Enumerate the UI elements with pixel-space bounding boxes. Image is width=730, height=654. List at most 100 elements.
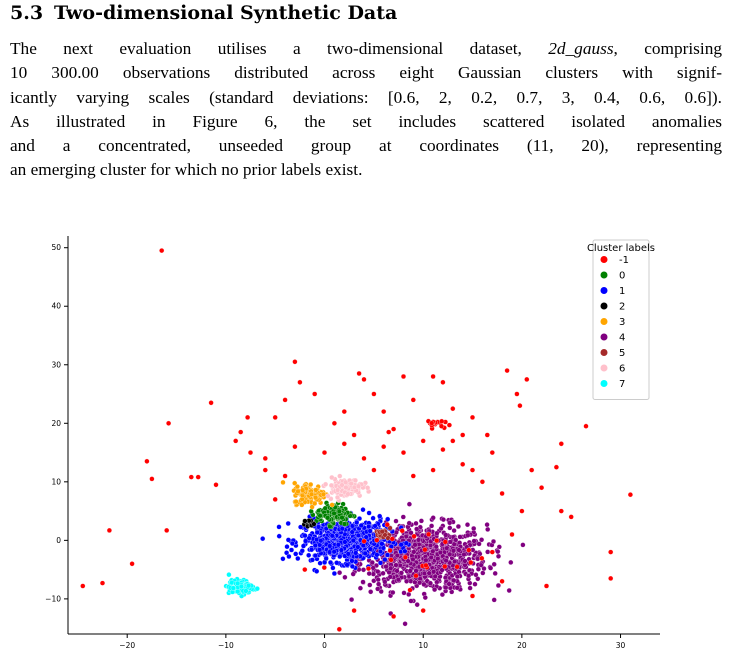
point-cluster-4 xyxy=(488,565,494,571)
point-anomaly xyxy=(402,554,408,560)
legend-marker xyxy=(600,349,608,356)
point-cluster-3 xyxy=(313,487,319,493)
point-anomaly xyxy=(440,447,446,453)
x-tick-label: 30 xyxy=(616,641,626,650)
point-cluster-4 xyxy=(495,582,501,589)
point-anomaly xyxy=(262,467,268,473)
point-cluster-4 xyxy=(452,558,458,565)
point-cluster-1 xyxy=(372,523,378,529)
point-anomaly xyxy=(410,473,416,479)
point-cluster-7 xyxy=(238,583,244,590)
point-anomaly xyxy=(420,438,426,444)
point-cluster-3 xyxy=(329,502,335,508)
point-cluster-3 xyxy=(312,500,318,506)
point-cluster-4 xyxy=(490,538,497,545)
point-cluster-4 xyxy=(443,585,449,591)
point-cluster-6 xyxy=(329,474,335,481)
point-anomaly xyxy=(262,455,268,461)
point-cluster-4 xyxy=(481,566,487,572)
point-cluster-4 xyxy=(465,532,471,538)
point-cluster-1 xyxy=(334,560,340,566)
paragraph-text: an emerging cluster for which no prior l… xyxy=(10,160,363,180)
point-cluster-4 xyxy=(485,549,491,555)
point-anomaly xyxy=(365,566,372,572)
point-cluster-4 xyxy=(337,570,343,576)
legend-label: 7 xyxy=(619,379,625,390)
point-cluster-0 xyxy=(322,505,328,511)
point-cluster-1 xyxy=(349,563,355,569)
point-cluster-4 xyxy=(432,573,438,579)
point-cluster-1 xyxy=(309,547,315,553)
point-cluster-1 xyxy=(280,556,286,562)
point-anomaly xyxy=(336,626,342,632)
point-anomaly xyxy=(543,583,550,589)
point-cluster-1 xyxy=(362,550,368,556)
point-anomaly xyxy=(627,492,633,498)
point-cluster-0 xyxy=(331,510,337,516)
point-cluster-1 xyxy=(289,540,295,547)
point-cluster-6 xyxy=(365,485,371,491)
point-cluster-1 xyxy=(276,533,282,539)
point-cluster-0 xyxy=(339,515,345,521)
point-cluster-4 xyxy=(439,567,445,573)
point-anomaly xyxy=(99,580,106,586)
point-cluster-1 xyxy=(402,548,408,554)
y-tick-label: 10 xyxy=(51,477,61,486)
point-cluster-4 xyxy=(466,573,472,579)
point-cluster-1 xyxy=(329,533,335,539)
point-cluster-4 xyxy=(360,567,367,573)
point-cluster-1 xyxy=(398,542,404,548)
point-cluster-4 xyxy=(476,541,482,547)
point-anomaly xyxy=(558,508,564,514)
point-anomaly xyxy=(351,608,357,614)
legend-label: -1 xyxy=(619,255,629,266)
point-cluster-4 xyxy=(491,597,497,603)
section-title: Two-dimensional Synthetic Data xyxy=(54,2,398,24)
point-cluster-0 xyxy=(317,513,323,519)
point-cluster-4 xyxy=(457,534,463,540)
point-cluster-4 xyxy=(492,570,498,576)
point-cluster-4 xyxy=(421,581,427,587)
point-anomaly xyxy=(410,397,416,403)
point-anomaly xyxy=(468,559,474,566)
point-anomaly xyxy=(238,429,244,435)
point-cluster-4 xyxy=(378,588,384,595)
point-cluster-1 xyxy=(350,537,356,544)
point-anomaly xyxy=(504,368,510,374)
point-cluster-4 xyxy=(367,582,373,588)
point-cluster-4 xyxy=(450,548,457,554)
point-cluster-4 xyxy=(394,552,400,559)
point-anomaly xyxy=(460,461,466,467)
point-cluster-1 xyxy=(349,558,355,564)
point-anomaly xyxy=(282,473,288,479)
point-cluster-1 xyxy=(354,519,360,526)
y-tick-label: −10 xyxy=(45,594,61,603)
point-anomaly xyxy=(80,583,86,589)
point-anomaly xyxy=(608,549,614,555)
point-cluster-7 xyxy=(230,585,236,591)
point-cluster-1 xyxy=(384,552,391,558)
point-cluster-1 xyxy=(330,565,336,571)
point-cluster-4 xyxy=(407,568,413,574)
point-cluster-1 xyxy=(309,557,315,563)
point-cluster-1 xyxy=(377,548,384,555)
legend-title: Cluster labels xyxy=(587,243,655,254)
point-cluster-1 xyxy=(379,541,385,547)
legend-marker xyxy=(600,364,608,372)
point-anomaly xyxy=(166,420,172,426)
point-cluster-4 xyxy=(406,501,412,507)
point-cluster-4 xyxy=(428,554,434,561)
point-cluster-4 xyxy=(443,558,449,564)
point-cluster-3 xyxy=(299,502,305,508)
point-cluster-7 xyxy=(243,588,249,594)
point-cluster-4 xyxy=(451,528,457,534)
point-anomaly xyxy=(450,406,456,412)
point-cluster-1 xyxy=(302,533,308,539)
point-cluster-1 xyxy=(374,552,380,558)
paragraph-text: , comprising xyxy=(613,39,722,58)
point-anomaly xyxy=(321,450,328,456)
point-anomaly xyxy=(430,373,436,380)
point-cluster-1 xyxy=(293,551,299,557)
point-cluster-4 xyxy=(462,558,468,564)
point-cluster-4 xyxy=(413,568,419,574)
